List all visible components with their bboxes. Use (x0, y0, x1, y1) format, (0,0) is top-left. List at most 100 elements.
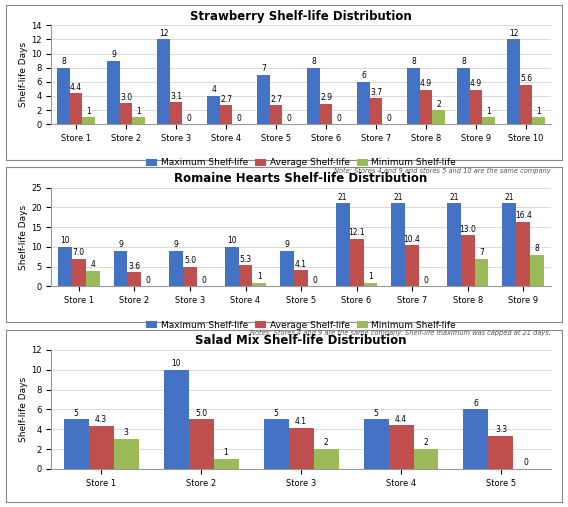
Text: 16.4: 16.4 (515, 211, 532, 220)
Bar (114, 251, 127, 286)
Bar (314, 449, 339, 469)
Text: 1: 1 (536, 106, 541, 116)
Text: 10: 10 (60, 236, 70, 245)
Text: 7.0: 7.0 (73, 248, 85, 257)
Bar (457, 68, 470, 124)
Text: 4: 4 (211, 86, 216, 94)
Legend: Maximum Shelf-life, Average Shelf-life, Minimum Shelf-life: Maximum Shelf-life, Average Shelf-life, … (143, 317, 460, 333)
Bar (294, 270, 308, 286)
Bar (470, 90, 482, 124)
Text: 8: 8 (311, 57, 316, 66)
Text: 5.0: 5.0 (184, 256, 196, 265)
Text: 3.0: 3.0 (120, 93, 132, 101)
Bar (357, 82, 370, 124)
Bar (64, 419, 89, 469)
Bar (89, 426, 114, 469)
Bar (289, 428, 314, 469)
Text: 4.1: 4.1 (295, 417, 307, 426)
Bar (502, 203, 516, 286)
Text: 5: 5 (274, 409, 278, 418)
Text: 8: 8 (411, 57, 416, 66)
Bar (414, 449, 438, 469)
Text: 2: 2 (424, 439, 428, 447)
Text: 0: 0 (286, 114, 291, 123)
Title: Strawberry Shelf-life Distribution: Strawberry Shelf-life Distribution (190, 10, 412, 23)
Bar (170, 102, 182, 124)
Text: 0: 0 (524, 458, 528, 467)
Text: 21: 21 (449, 193, 458, 202)
Bar (407, 68, 420, 124)
Text: 7: 7 (479, 248, 484, 257)
Bar (364, 419, 389, 469)
Text: 4.9: 4.9 (470, 79, 482, 88)
Text: 6: 6 (361, 71, 366, 81)
Bar (207, 96, 220, 124)
Text: 0: 0 (202, 276, 206, 285)
Text: 12: 12 (509, 29, 518, 38)
Text: 5.3: 5.3 (240, 255, 252, 264)
Bar (72, 259, 86, 286)
Bar (58, 247, 72, 286)
Bar (447, 203, 461, 286)
Bar (370, 98, 382, 124)
Bar (482, 117, 495, 124)
Text: 4.9: 4.9 (420, 79, 432, 88)
Text: 2: 2 (436, 99, 441, 108)
Bar (280, 251, 294, 286)
Bar (420, 90, 432, 124)
Text: Notes: Stores 4 and 9 are the same company. Shelf-life maximum was capped at 21 : Notes: Stores 4 and 9 are the same compa… (250, 330, 551, 336)
Text: 0: 0 (336, 114, 341, 123)
Bar (86, 271, 100, 286)
Text: 1: 1 (257, 272, 262, 281)
Bar (239, 266, 252, 286)
Text: 10: 10 (227, 236, 236, 245)
Bar (475, 259, 488, 286)
Text: 5.0: 5.0 (195, 409, 207, 418)
Bar (336, 203, 350, 286)
Text: 3.7: 3.7 (370, 88, 382, 97)
Bar (530, 255, 544, 286)
Text: 9: 9 (118, 240, 123, 249)
Bar (132, 117, 145, 124)
Bar (257, 75, 270, 124)
Bar (157, 40, 170, 124)
Text: 1: 1 (486, 106, 491, 116)
Y-axis label: Shelf-life Days: Shelf-life Days (19, 204, 28, 270)
Text: 8: 8 (61, 57, 66, 66)
Bar (320, 104, 332, 124)
Bar (391, 203, 405, 286)
Text: 0: 0 (186, 114, 191, 123)
Text: 4: 4 (90, 260, 95, 269)
Bar (516, 222, 530, 286)
Text: 5: 5 (374, 409, 378, 418)
Text: 3.3: 3.3 (495, 425, 507, 434)
Text: 0: 0 (146, 276, 151, 285)
Legend: Maximum Shelf-life, Average Shelf-life, Minimum Shelf-life: Maximum Shelf-life, Average Shelf-life, … (143, 155, 460, 171)
Text: 1: 1 (86, 106, 91, 116)
Text: Note: Stores 4 and 9 and stores 5 and 10 are the same company: Note: Stores 4 and 9 and stores 5 and 10… (335, 168, 551, 174)
Text: 7: 7 (261, 64, 266, 74)
Text: 2.9: 2.9 (320, 93, 332, 102)
Bar (127, 272, 141, 286)
Title: Salad Mix Shelf-life Distribution: Salad Mix Shelf-life Distribution (195, 334, 407, 347)
Bar (507, 40, 520, 124)
Text: 21: 21 (394, 193, 403, 202)
Text: 0: 0 (236, 114, 241, 123)
Bar (169, 251, 183, 286)
Bar (264, 419, 289, 469)
Bar (82, 117, 95, 124)
Text: 8: 8 (461, 57, 466, 66)
Text: 9: 9 (111, 50, 116, 59)
Text: 2.7: 2.7 (270, 95, 282, 103)
Text: 3: 3 (124, 428, 128, 438)
Y-axis label: Shelf-life Days: Shelf-life Days (19, 42, 28, 107)
Title: Romaine Hearts Shelf-life Distribution: Romaine Hearts Shelf-life Distribution (174, 172, 428, 185)
Text: 0: 0 (312, 276, 318, 285)
Bar (405, 245, 419, 286)
Text: 1: 1 (224, 448, 228, 457)
Bar (461, 235, 475, 286)
Bar (532, 117, 545, 124)
Text: 4.4: 4.4 (395, 415, 407, 423)
Text: 1: 1 (136, 106, 141, 116)
Bar (114, 439, 139, 469)
